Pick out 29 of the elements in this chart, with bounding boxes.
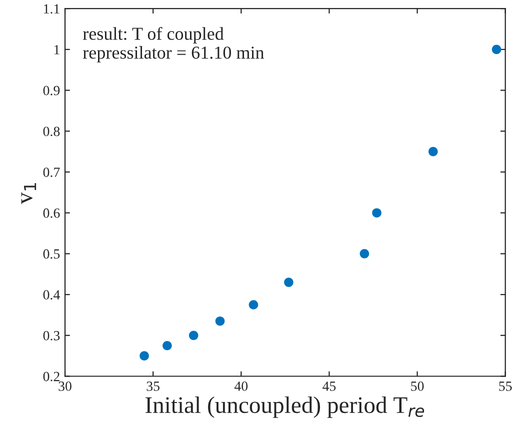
- point: [428, 146, 438, 156]
- x-tick-label: 50: [411, 382, 424, 391]
- y-tick-label: 0.6: [43, 208, 60, 218]
- y-tick-label: 0.3: [43, 330, 60, 340]
- point: [284, 278, 294, 287]
- point: [215, 316, 225, 326]
- point: [492, 44, 502, 54]
- point: [248, 300, 258, 310]
- y-tick-label: 1.1: [44, 4, 60, 14]
- y-tick-label: 1: [54, 45, 60, 54]
- y-axis-title: v$_{1}$: [21, 183, 36, 204]
- y-tick-label: 0.8: [43, 126, 60, 136]
- x-tick-label: 45: [322, 382, 336, 391]
- point: [372, 208, 382, 218]
- x-tick-label: 40: [234, 382, 248, 391]
- y-tick-label: 0.7: [43, 168, 60, 178]
- y-tick-label: 0.5: [43, 249, 60, 259]
- y-tick-label: 0.9: [43, 86, 60, 96]
- x-tick-label: 30: [58, 382, 72, 391]
- x-axis-title: Initial (uncoupled) period T$_{re}$: [146, 396, 424, 418]
- x-tick-label: 55: [499, 382, 512, 391]
- x-tick-label: 35: [146, 382, 160, 391]
- point: [140, 351, 149, 360]
- y-tick-label: 0.2: [43, 372, 60, 382]
- y-tick-label: 0.4: [43, 290, 60, 300]
- point: [162, 340, 172, 350]
- point: [188, 330, 198, 340]
- annotation: result: T of coupled repressilator = 61.10 min: [83, 26, 264, 62]
- point: [360, 249, 370, 258]
